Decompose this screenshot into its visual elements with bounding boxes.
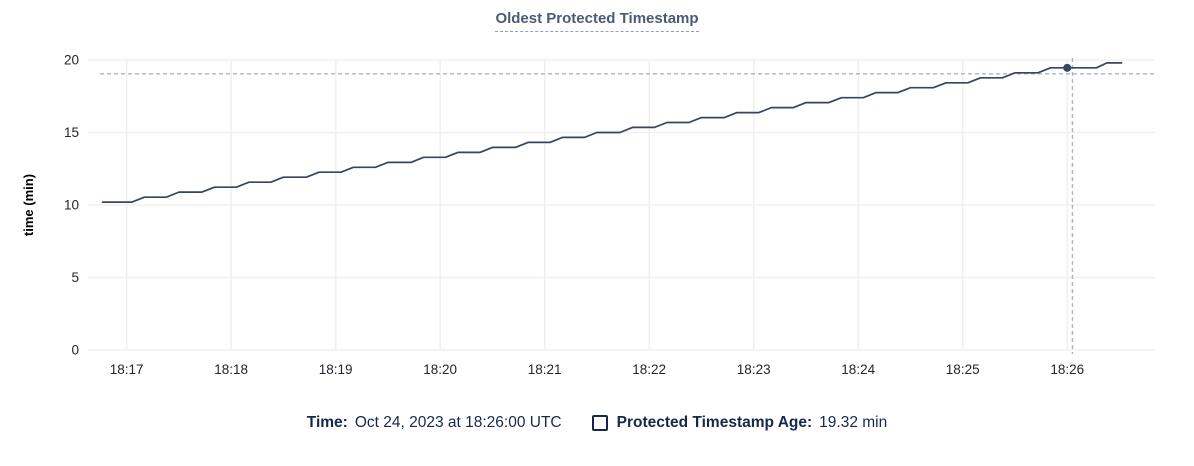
legend-time-group: Time: Oct 24, 2023 at 18:26:00 UTC bbox=[307, 414, 562, 432]
x-tick-label: 18:26 bbox=[1050, 362, 1084, 377]
y-tick-label: 0 bbox=[71, 343, 79, 358]
y-tick-label: 10 bbox=[64, 198, 79, 213]
x-tick-label: 18:22 bbox=[632, 362, 666, 377]
y-tick-label: 15 bbox=[64, 125, 79, 140]
x-tick-label: 18:21 bbox=[528, 362, 562, 377]
series-line bbox=[101, 62, 1123, 203]
chart-title-row: Oldest Protected Timestamp bbox=[0, 10, 1194, 32]
x-tick-label: 18:19 bbox=[319, 362, 353, 377]
y-tick-label: 5 bbox=[71, 270, 79, 285]
chart-canvas[interactable]: 0 5 10 15 20 18:17 18:18 18:19 18:20 18:21 18:22 18… bbox=[0, 0, 1194, 400]
legend-series-label: Protected Timestamp Age: bbox=[616, 414, 813, 431]
chart-legend: Time: Oct 24, 2023 at 18:26:00 UTC Prote… bbox=[0, 414, 1194, 432]
x-tick-label: 18:23 bbox=[737, 362, 771, 377]
x-tick-label: 18:24 bbox=[841, 362, 875, 377]
y-tick-label: 20 bbox=[64, 53, 79, 68]
legend-series-value: 19.32 min bbox=[819, 414, 888, 431]
legend-time-label: Time: bbox=[306, 414, 348, 431]
x-tick-label: 18:17 bbox=[110, 362, 144, 377]
series-toggle-checkbox[interactable] bbox=[591, 415, 608, 431]
crosshair-dot bbox=[1063, 63, 1072, 72]
chart-title[interactable]: Oldest Protected Timestamp bbox=[495, 10, 699, 32]
legend-series-item[interactable]: Protected Timestamp Age: 19.32 min bbox=[591, 414, 888, 432]
x-tick-label: 18:20 bbox=[423, 362, 457, 377]
x-tick-label: 18:18 bbox=[214, 362, 248, 377]
legend-time-value: Oct 24, 2023 at 18:26:00 UTC bbox=[354, 414, 562, 431]
x-tick-label: 18:25 bbox=[946, 362, 980, 377]
y-axis-title: time (min) bbox=[21, 174, 36, 236]
